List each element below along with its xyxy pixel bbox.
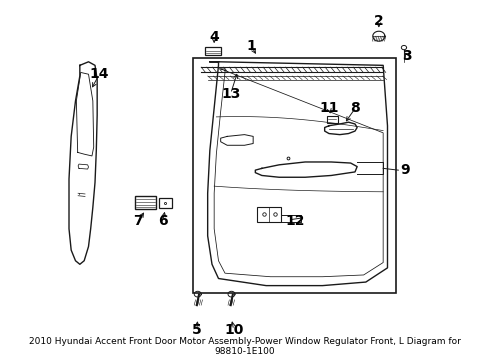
Text: 2: 2 bbox=[373, 14, 383, 28]
Bar bbox=[326, 116, 337, 123]
Text: 14: 14 bbox=[89, 67, 109, 81]
Bar bbox=[159, 198, 171, 208]
Bar bbox=[204, 47, 221, 55]
Bar bbox=[192, 58, 395, 293]
Text: 13: 13 bbox=[221, 87, 240, 101]
Text: 9: 9 bbox=[399, 163, 409, 177]
Text: 6: 6 bbox=[158, 214, 167, 228]
Bar bbox=[135, 196, 156, 209]
Text: 12: 12 bbox=[285, 214, 305, 228]
Text: 2010 Hyundai Accent Front Door Motor Assembly-Power Window Regulator Front, L Di: 2010 Hyundai Accent Front Door Motor Ass… bbox=[28, 337, 460, 356]
Bar bbox=[257, 207, 281, 222]
Text: 7: 7 bbox=[133, 214, 143, 228]
Text: 10: 10 bbox=[224, 323, 243, 337]
Text: 8: 8 bbox=[350, 101, 360, 115]
Text: 11: 11 bbox=[319, 101, 338, 115]
Text: 5: 5 bbox=[192, 323, 201, 337]
Text: 3: 3 bbox=[401, 49, 411, 63]
Text: 1: 1 bbox=[245, 39, 255, 53]
Text: 4: 4 bbox=[209, 30, 219, 44]
